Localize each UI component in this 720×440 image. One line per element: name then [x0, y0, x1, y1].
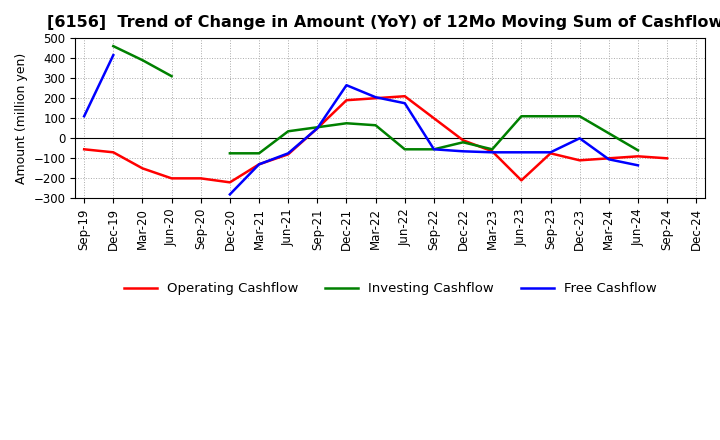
Operating Cashflow — [167, 176, 176, 181]
Operating Cashflow — [225, 180, 234, 185]
Free Cashflow — [400, 101, 409, 106]
Investing Cashflow — [605, 131, 613, 136]
Line: Operating Cashflow: Operating Cashflow — [84, 96, 667, 182]
Free Cashflow — [255, 161, 264, 167]
Free Cashflow — [634, 163, 642, 168]
Operating Cashflow — [313, 126, 322, 131]
Free Cashflow — [342, 83, 351, 88]
Operating Cashflow — [575, 158, 584, 163]
Investing Cashflow — [138, 58, 147, 63]
Operating Cashflow — [663, 156, 672, 161]
Investing Cashflow — [255, 150, 264, 156]
Investing Cashflow — [546, 114, 555, 119]
Investing Cashflow — [575, 114, 584, 119]
Operating Cashflow — [605, 156, 613, 161]
Investing Cashflow — [167, 73, 176, 79]
Investing Cashflow — [459, 139, 467, 145]
Free Cashflow — [372, 95, 380, 100]
Free Cashflow — [109, 52, 117, 58]
Legend: Operating Cashflow, Investing Cashflow, Free Cashflow: Operating Cashflow, Investing Cashflow, … — [118, 277, 662, 301]
Title: [6156]  Trend of Change in Amount (YoY) of 12Mo Moving Sum of Cashflows: [6156] Trend of Change in Amount (YoY) o… — [48, 15, 720, 30]
Investing Cashflow — [372, 123, 380, 128]
Free Cashflow — [488, 150, 497, 155]
Operating Cashflow — [109, 150, 117, 155]
Operating Cashflow — [400, 94, 409, 99]
Operating Cashflow — [342, 98, 351, 103]
Operating Cashflow — [517, 178, 526, 183]
Investing Cashflow — [342, 121, 351, 126]
Investing Cashflow — [488, 147, 497, 152]
Free Cashflow — [284, 150, 292, 156]
Y-axis label: Amount (million yen): Amount (million yen) — [15, 53, 28, 184]
Line: Investing Cashflow: Investing Cashflow — [113, 46, 638, 153]
Free Cashflow — [225, 192, 234, 197]
Operating Cashflow — [546, 150, 555, 156]
Investing Cashflow — [225, 150, 234, 156]
Free Cashflow — [459, 149, 467, 154]
Free Cashflow — [80, 114, 89, 119]
Operating Cashflow — [372, 95, 380, 101]
Operating Cashflow — [634, 154, 642, 159]
Investing Cashflow — [313, 125, 322, 130]
Free Cashflow — [313, 126, 322, 131]
Investing Cashflow — [634, 148, 642, 153]
Investing Cashflow — [517, 114, 526, 119]
Investing Cashflow — [109, 44, 117, 49]
Free Cashflow — [546, 150, 555, 155]
Operating Cashflow — [138, 166, 147, 171]
Operating Cashflow — [459, 138, 467, 143]
Free Cashflow — [430, 147, 438, 152]
Operating Cashflow — [284, 152, 292, 157]
Line: Free Cashflow: Free Cashflow — [84, 55, 638, 194]
Operating Cashflow — [80, 147, 89, 152]
Operating Cashflow — [430, 116, 438, 121]
Operating Cashflow — [488, 149, 497, 154]
Free Cashflow — [605, 157, 613, 162]
Operating Cashflow — [197, 176, 205, 181]
Operating Cashflow — [255, 161, 264, 167]
Investing Cashflow — [430, 147, 438, 152]
Investing Cashflow — [400, 147, 409, 152]
Investing Cashflow — [284, 128, 292, 134]
Free Cashflow — [517, 150, 526, 155]
Free Cashflow — [575, 136, 584, 141]
